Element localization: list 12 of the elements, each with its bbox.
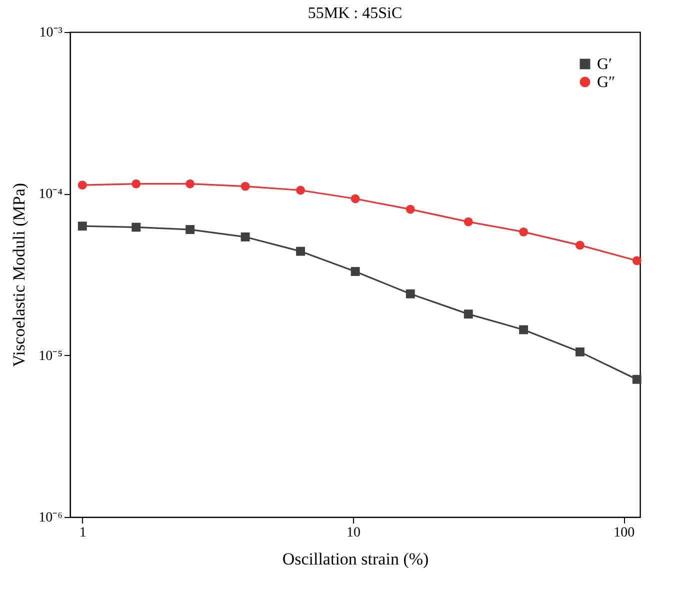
- y-tick-label: 10⁻⁴: [38, 187, 63, 202]
- y-axis-title: Viscoelastic Moduli (MPa): [10, 182, 29, 368]
- x-axis-title: Oscillation strain (%): [282, 550, 429, 568]
- x-tick-label: 1: [79, 526, 86, 540]
- chart-title: 55MK : 45SiC: [308, 5, 402, 22]
- legend-label: G″: [597, 74, 616, 91]
- x-tick-label: 100: [614, 526, 635, 540]
- legend-label: G′: [597, 56, 612, 73]
- y-tick-label: 10⁻³: [39, 26, 62, 40]
- y-tick-label: 10⁻⁵: [38, 348, 63, 364]
- x-tick-label: 10: [346, 526, 360, 540]
- y-tick-label: 10⁻⁶: [38, 510, 63, 526]
